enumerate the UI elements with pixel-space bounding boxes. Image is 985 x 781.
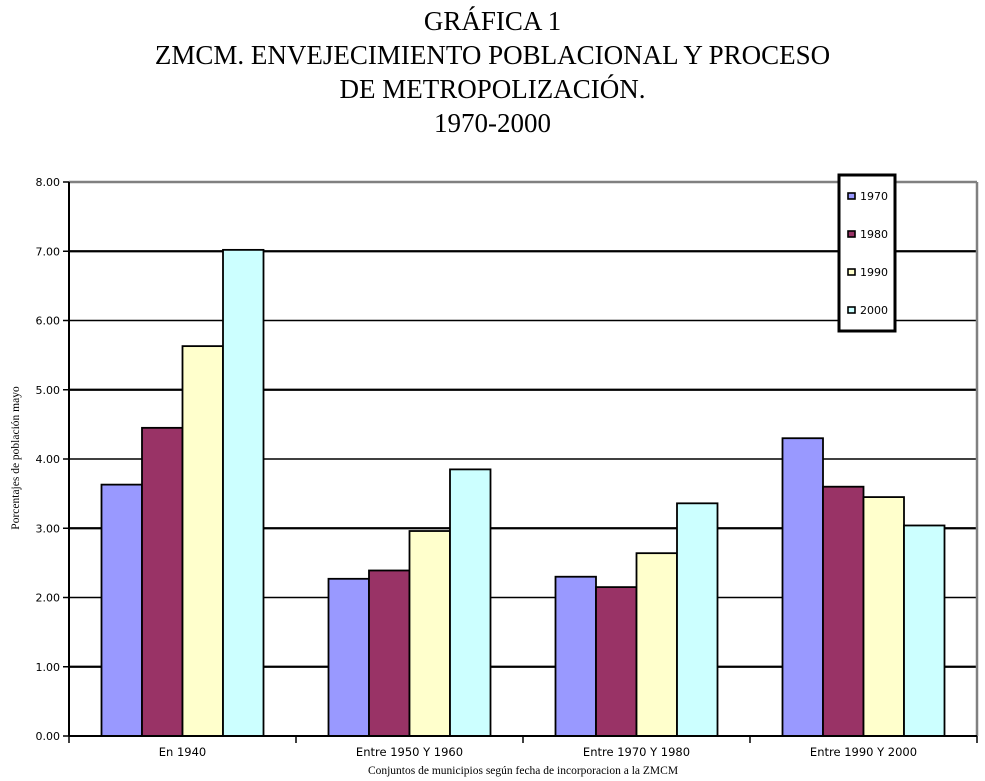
bar-2000-4 [903, 524, 946, 737]
y-tick-label: 8.00 [36, 176, 61, 189]
bar-1970-3 [554, 575, 597, 737]
x-category-label: Entre 1970 Y 1980 [583, 745, 690, 759]
x-category-labels: En 1940 Entre 1950 Y 1960 Entre 1970 Y 198… [159, 745, 917, 759]
x-category-label: Entre 1990 Y 2000 [810, 745, 917, 759]
x-category-label: Entre 1950 Y 1960 [356, 745, 463, 759]
bar-1990-2 [408, 530, 451, 737]
legend-label-1970: 1970 [860, 190, 888, 203]
bar-1970-2 [327, 577, 370, 737]
bar-1990-3 [635, 552, 678, 737]
chart-title: GRÁFICA 1 ZMCM. ENVEJECIMIENTO POBLACION… [0, 4, 985, 140]
bar-1980-2 [368, 569, 411, 737]
title-line-3: DE METROPOLIZACIÓN. [339, 74, 646, 104]
y-tick-labels: 0.00 1.00 2.00 3.00 4.00 5.00 6.00 7.00 8.00 [36, 176, 61, 743]
y-tick-label: 1.00 [36, 661, 61, 674]
legend-swatch-1990 [847, 268, 856, 276]
title-line-1: GRÁFICA 1 [423, 6, 562, 36]
bar-2000-2 [449, 468, 492, 737]
y-axis-title: Porcentajes de población mayo [10, 386, 22, 530]
title-line-2: ZMCM. ENVEJECIMIENTO POBLACIONAL Y PROCE… [154, 40, 831, 70]
legend-swatch-1980 [847, 230, 856, 238]
y-tick-label: 6.00 [36, 315, 61, 328]
legend-box [837, 173, 897, 333]
bar-2000-1 [222, 248, 265, 737]
y-tick-label: 7.00 [36, 245, 61, 258]
bar-1990-4 [862, 496, 905, 737]
bar-1980-4 [822, 485, 865, 737]
bar-1980-3 [595, 586, 638, 737]
y-tick-label: 5.00 [36, 384, 61, 397]
bar-1970-1 [100, 483, 143, 737]
y-tick-label: 4.00 [36, 453, 61, 466]
legend-label-1990: 1990 [860, 266, 888, 279]
bar-1990-1 [181, 345, 224, 737]
y-tick-label: 3.00 [36, 522, 61, 535]
bar-1970-4 [781, 437, 824, 737]
title-line-4: 1970-2000 [434, 108, 551, 138]
bars [100, 248, 946, 737]
y-tick-label: 0.00 [36, 730, 61, 743]
x-category-label: En 1940 [159, 745, 206, 759]
legend: 1970 1980 1990 2000 [837, 173, 897, 333]
legend-swatch-2000 [847, 306, 856, 314]
legend-swatch-1970 [847, 192, 856, 200]
bar-2000-3 [676, 502, 719, 737]
legend-label-2000: 2000 [860, 304, 888, 317]
bar-1980-1 [141, 426, 184, 737]
legend-label-1980: 1980 [860, 228, 888, 241]
axes [63, 180, 979, 743]
y-tick-label: 2.00 [36, 592, 61, 605]
x-axis-title: Conjuntos de municipios según fecha de i… [368, 765, 678, 777]
